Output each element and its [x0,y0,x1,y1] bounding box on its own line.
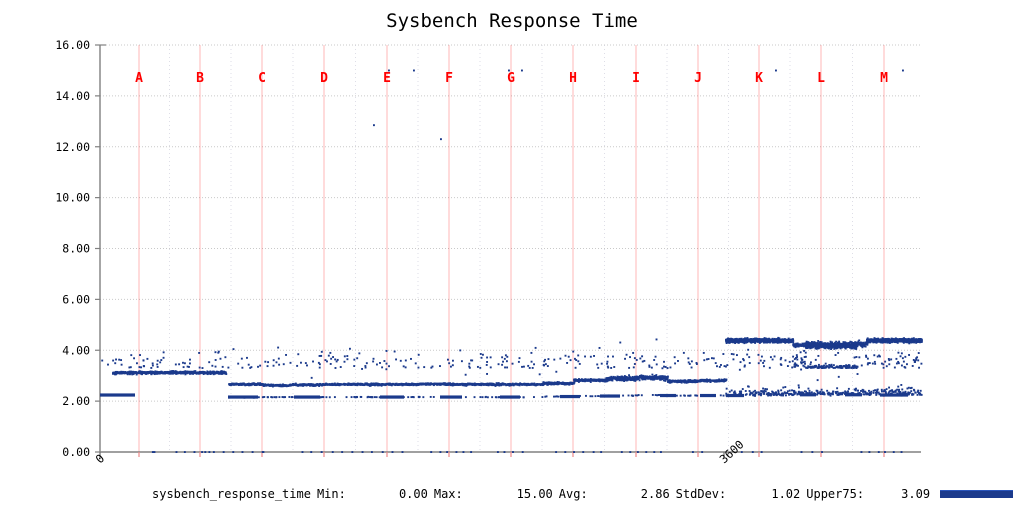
axis-ticks [95,44,885,458]
legend-avg-value: 2.86 [640,487,670,501]
legend-max-label: Max: [433,487,463,501]
legend-stddev-label: StdDev: [675,487,727,501]
legend-upper75-label: Upper75: [806,487,865,501]
page-title: Sysbench Response Time [386,10,638,32]
legend-color-swatch [940,490,1014,498]
data-points [100,69,923,453]
legend-upper75-value: 3.09 [901,487,931,501]
legend-min-value: 0.00 [398,487,428,501]
legend-series-name: sysbench_response_time [152,487,311,501]
legend-min-label: Min: [316,487,346,501]
legend-avg-label: Avg: [558,487,588,501]
legend-max-value: 15.00 [516,487,553,501]
legend: sysbench_response_time Min: 0.00 Max: 15… [0,487,1024,509]
legend-stddev-value: 1.02 [771,487,801,501]
